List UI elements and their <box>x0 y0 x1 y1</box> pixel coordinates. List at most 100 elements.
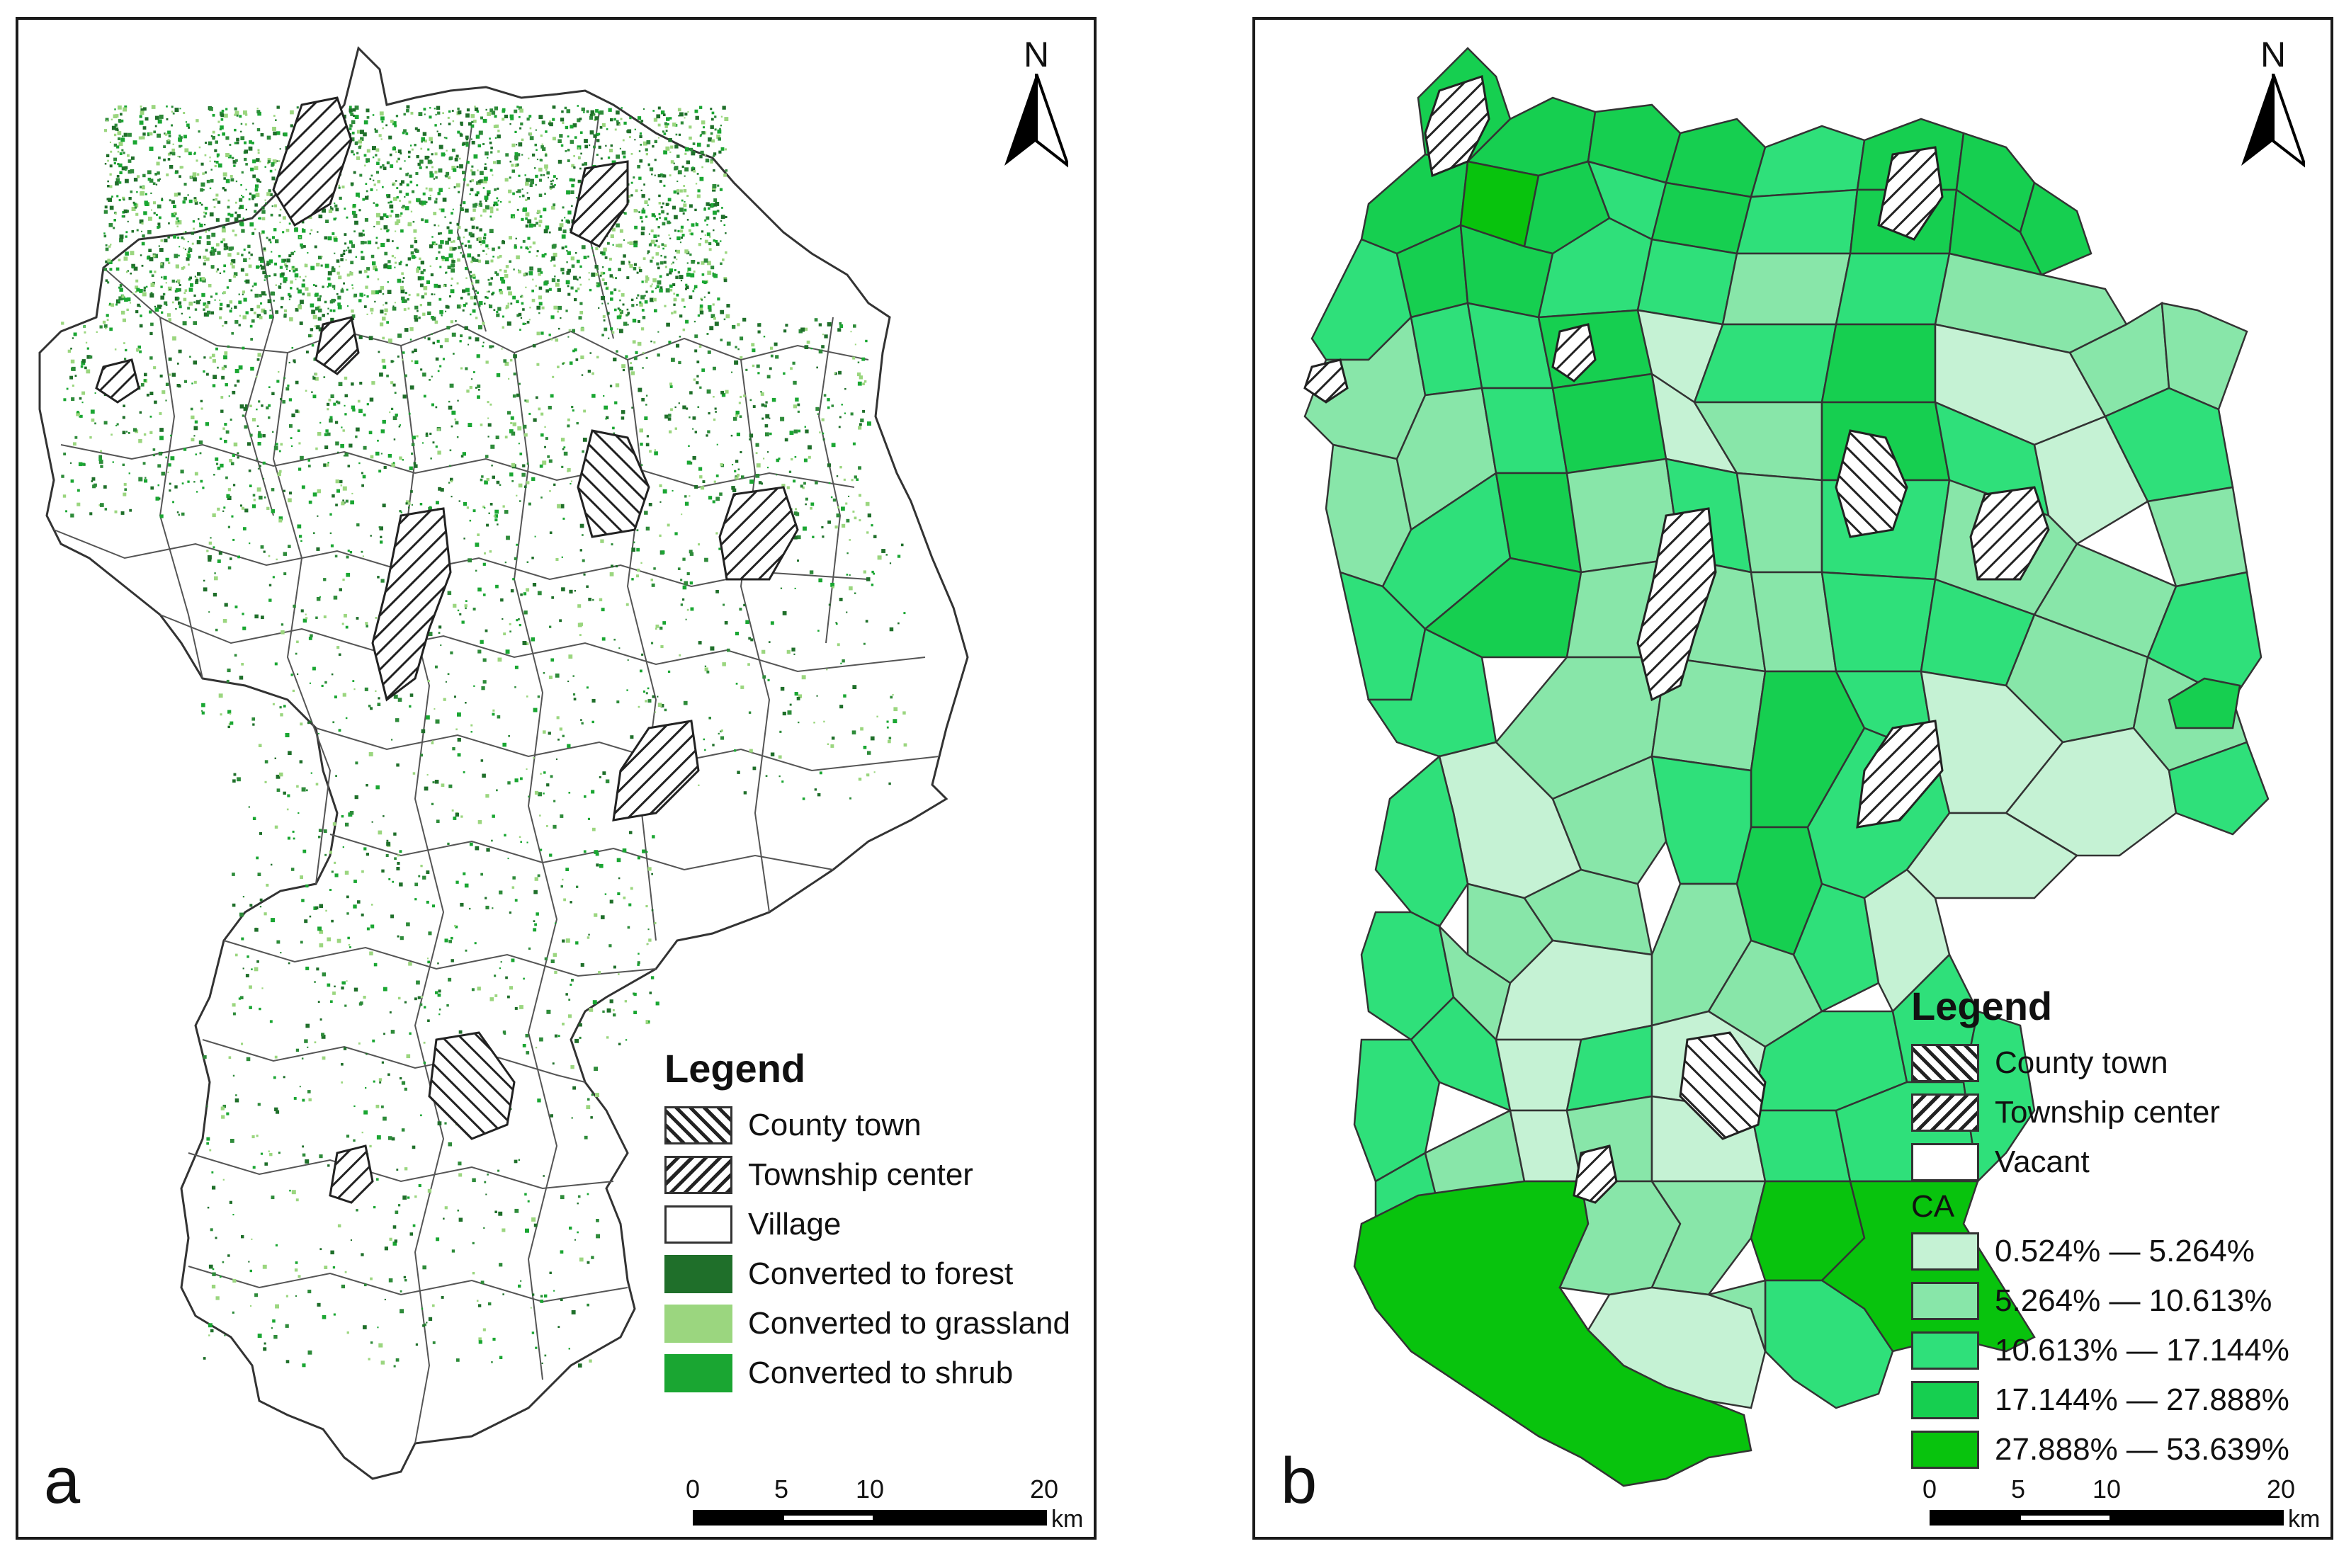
conversion-speck <box>495 124 499 128</box>
conversion-speck <box>345 499 349 503</box>
conversion-speck <box>457 712 461 717</box>
conversion-speck <box>308 637 312 640</box>
conversion-speck <box>142 234 145 238</box>
conversion-speck <box>397 854 400 857</box>
conversion-speck <box>109 302 111 305</box>
conversion-speck <box>254 928 259 932</box>
conversion-speck <box>682 212 685 215</box>
conversion-speck <box>614 401 618 404</box>
conversion-speck <box>465 137 469 141</box>
conversion-speck <box>208 1264 213 1269</box>
conversion-speck <box>640 464 643 466</box>
conversion-speck <box>121 149 124 152</box>
conversion-speck <box>245 404 248 407</box>
conversion-speck <box>242 414 244 417</box>
conversion-speck <box>412 772 416 775</box>
conversion-speck <box>776 458 780 462</box>
conversion-speck <box>528 157 530 159</box>
conversion-speck <box>295 409 299 413</box>
conversion-speck <box>372 146 376 151</box>
conversion-speck <box>121 166 126 171</box>
conversion-speck <box>655 711 656 713</box>
conversion-speck <box>150 192 152 194</box>
conversion-speck <box>209 157 211 159</box>
conversion-speck <box>209 160 211 162</box>
conversion-speck <box>557 139 562 143</box>
conversion-speck <box>700 238 702 240</box>
conversion-speck <box>293 837 295 840</box>
conversion-speck <box>638 176 642 180</box>
conversion-speck <box>318 308 322 313</box>
conversion-speck <box>555 674 560 678</box>
conversion-speck <box>771 397 776 402</box>
conversion-speck <box>552 105 556 109</box>
conversion-speck <box>552 179 554 182</box>
conversion-speck <box>276 1110 280 1114</box>
conversion-speck <box>789 431 794 436</box>
conversion-speck <box>438 244 443 249</box>
conversion-speck <box>480 215 482 217</box>
conversion-speck <box>594 850 599 854</box>
conversion-speck <box>778 755 782 759</box>
conversion-speck <box>587 1261 590 1264</box>
conversion-speck <box>437 428 441 431</box>
conversion-speck <box>228 723 231 726</box>
conversion-speck <box>469 519 472 522</box>
conversion-speck <box>605 287 608 290</box>
conversion-speck <box>394 1239 397 1243</box>
conversion-speck <box>380 322 384 326</box>
conversion-speck <box>716 135 721 139</box>
conversion-speck <box>679 242 681 244</box>
conversion-speck <box>181 266 184 270</box>
conversion-speck <box>432 781 435 784</box>
conversion-speck <box>505 649 510 654</box>
conversion-speck <box>222 427 225 430</box>
conversion-speck <box>511 958 515 962</box>
conversion-speck <box>850 331 852 333</box>
conversion-speck <box>626 308 629 311</box>
conversion-speck <box>187 307 190 310</box>
conversion-speck <box>513 354 517 358</box>
conversion-speck <box>287 794 290 797</box>
conversion-speck <box>609 572 614 576</box>
conversion-speck <box>201 710 203 712</box>
conversion-speck <box>212 384 216 387</box>
conversion-speck <box>321 1035 326 1039</box>
conversion-speck <box>401 206 403 209</box>
conversion-speck <box>561 465 564 468</box>
conversion-speck <box>581 374 584 376</box>
conversion-speck <box>593 113 596 116</box>
conversion-speck <box>837 328 842 332</box>
conversion-speck <box>608 337 610 339</box>
conversion-speck <box>283 552 288 556</box>
conversion-speck <box>463 201 466 205</box>
conversion-speck <box>181 512 185 516</box>
conversion-speck <box>382 186 384 188</box>
conversion-speck <box>118 300 120 302</box>
conversion-speck <box>465 135 469 140</box>
conversion-speck <box>149 431 153 434</box>
conversion-speck <box>682 405 686 409</box>
conversion-speck <box>132 266 134 268</box>
conversion-speck <box>356 152 359 154</box>
conversion-speck <box>407 257 411 261</box>
conversion-speck <box>108 198 112 203</box>
forest-swatch <box>664 1255 732 1293</box>
conversion-speck <box>183 380 187 383</box>
conversion-speck <box>642 316 646 319</box>
conversion-speck <box>502 618 504 620</box>
conversion-speck <box>274 1055 278 1059</box>
conversion-speck <box>420 865 423 868</box>
conversion-speck <box>399 424 401 426</box>
conversion-speck <box>380 243 385 247</box>
conversion-speck <box>159 412 162 415</box>
conversion-speck <box>280 952 282 954</box>
conversion-speck <box>469 842 473 846</box>
conversion-speck <box>230 262 233 266</box>
conversion-speck <box>669 268 674 273</box>
conversion-speck <box>438 208 441 210</box>
conversion-speck <box>310 634 313 637</box>
conversion-speck <box>187 194 189 196</box>
conversion-speck <box>640 144 642 146</box>
conversion-speck <box>389 153 392 157</box>
